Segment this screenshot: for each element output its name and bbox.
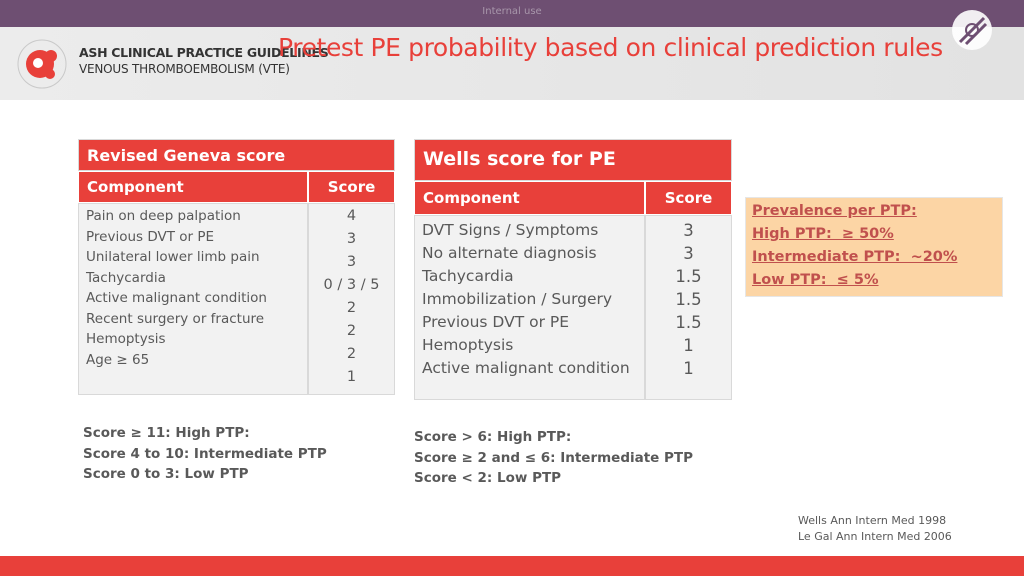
component: Unilateral lower limb pain [86, 249, 260, 265]
prevalence-line: Low PTP: ≤ 5% [752, 272, 879, 288]
table-body [645, 215, 732, 400]
component: Previous DVT or PE [422, 313, 570, 331]
score: 1 [346, 369, 357, 385]
component: Age ≥ 65 [86, 351, 150, 368]
score: 3 [346, 231, 357, 247]
column-header: Component [78, 171, 308, 203]
component: Hemoptysis [422, 336, 514, 354]
score: 0 / 3 / 5 [323, 277, 380, 293]
score-note: Score ≥ 2 and ≤ 6: Intermediate PTP [414, 449, 694, 466]
score: 2 [346, 346, 357, 362]
table-title: Revised Geneva score [78, 139, 395, 171]
score-note: Score ≥ 11: High PTP: [83, 425, 250, 441]
component: Tachycardia [422, 267, 514, 285]
score-note: Score < 2: Low PTP [414, 470, 562, 486]
internal-label: Internal use [482, 6, 542, 17]
component: Active malignant condition [86, 290, 267, 306]
table-body [414, 215, 645, 400]
score-note: Score > 6: High PTP: [414, 429, 572, 445]
logo [17, 39, 67, 89]
score: 1 [683, 359, 694, 378]
score: 1 [683, 336, 694, 355]
reference: Le Gal Ann Intern Med 2006 [798, 530, 952, 543]
reference: Wells Ann Intern Med 1998 [798, 514, 947, 527]
score: 3 [683, 221, 694, 240]
column-header: Component [414, 181, 645, 215]
column-header: Score [645, 181, 732, 215]
column-header: Score [308, 171, 395, 203]
emblem [952, 10, 992, 50]
score: 1.5 [675, 313, 702, 332]
component: Immobilization / Surgery [422, 290, 613, 308]
component: Recent surgery or fracture [86, 310, 265, 327]
score: 2 [346, 323, 357, 339]
table-title: Wells score for PE [414, 139, 732, 181]
table-body [308, 203, 395, 395]
score-note: Score 4 to 10: Intermediate PTP [83, 445, 327, 462]
score: 3 [346, 254, 357, 270]
bottom-bar [0, 556, 1024, 576]
top-bar [0, 0, 1024, 27]
logo-line: ASH CLINICAL PRACTICE GUIDELINES [79, 45, 329, 60]
table-body [78, 203, 308, 395]
score: 3 [683, 244, 694, 263]
prevalence-line: Prevalence per PTP: [752, 203, 917, 219]
slide-title: Pretest PE probability based on clinical… [278, 33, 943, 62]
score: 1.5 [675, 290, 702, 309]
component: Active malignant condition [422, 359, 630, 377]
component: Pain on deep palpation [86, 208, 241, 224]
component: Hemoptysis [86, 331, 166, 347]
header-band [0, 27, 1024, 100]
score-note: Score 0 to 3: Low PTP [83, 466, 249, 482]
component: Tachycardia [86, 269, 166, 286]
score: 4 [346, 208, 357, 224]
component: No alternate diagnosis [422, 244, 597, 262]
prevalence-line: Intermediate PTP: ~20% [752, 249, 958, 265]
component: DVT Signs / Symptoms [422, 221, 599, 239]
component: Previous DVT or PE [86, 228, 215, 245]
score: 1.5 [675, 267, 702, 286]
logo-line: VENOUS THROMBOEMBOLISM (VTE) [79, 62, 290, 76]
prevalence-box [745, 197, 1003, 297]
prevalence-line: High PTP: ≥ 50% [752, 226, 894, 242]
score: 2 [346, 300, 357, 316]
